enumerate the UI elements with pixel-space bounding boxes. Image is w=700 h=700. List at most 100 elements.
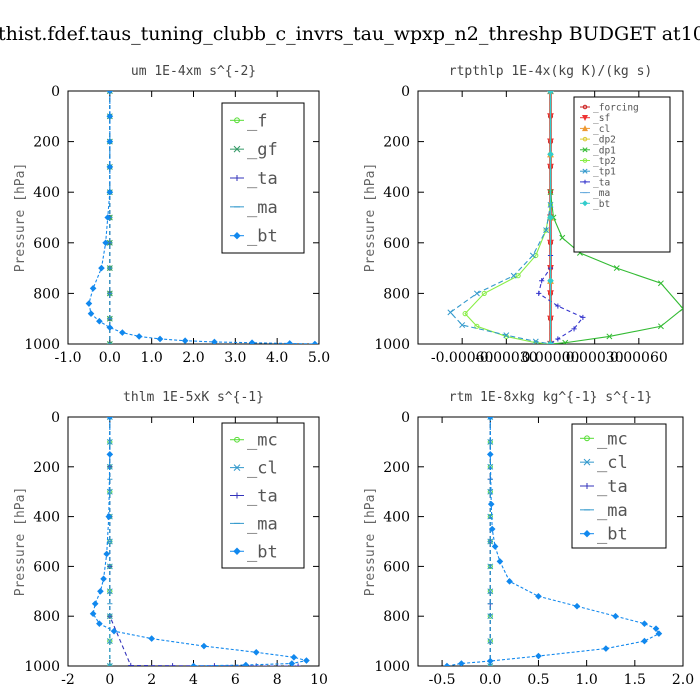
chart-title: thlm 1E-5xK s^{-1} xyxy=(123,390,264,405)
data-point xyxy=(510,272,517,279)
legend-marker xyxy=(233,145,241,153)
data-point xyxy=(135,333,143,340)
data-point xyxy=(547,91,554,95)
data-point xyxy=(252,648,260,656)
data-point xyxy=(459,322,466,328)
data-point xyxy=(503,332,510,339)
data-point xyxy=(547,91,554,94)
data-point xyxy=(543,227,550,234)
data-point xyxy=(443,662,451,666)
legend: _mc _cl _ta _ma _bt xyxy=(571,423,667,549)
data-point xyxy=(535,652,542,660)
data-point xyxy=(104,214,112,221)
data-point xyxy=(110,627,118,635)
data-point xyxy=(506,578,513,585)
data-point xyxy=(458,660,465,666)
legend-label: _mc xyxy=(597,429,628,449)
x-tick-label: 4 xyxy=(189,672,198,688)
legend-label: _ma xyxy=(247,514,278,534)
legend-marker xyxy=(582,179,588,185)
y-tick-label: 200 xyxy=(33,460,60,476)
data-point xyxy=(100,575,107,583)
data-point xyxy=(612,612,619,620)
y-axis-label: Pressure [hPa] xyxy=(363,487,378,597)
data-point xyxy=(156,335,164,343)
y-tick-label: 0 xyxy=(51,410,60,426)
data-point xyxy=(533,252,539,259)
data-point xyxy=(555,336,561,342)
data-point xyxy=(562,339,569,344)
data-point xyxy=(487,588,494,595)
x-tick-label: -0.00030 xyxy=(475,350,538,366)
legend-label: _ta xyxy=(593,177,610,188)
series-group xyxy=(85,91,319,344)
data-point xyxy=(559,234,566,241)
data-point xyxy=(486,417,494,421)
legend-marker xyxy=(583,458,591,466)
chart-panel-4: rtm 1E-8xkg kg^{-1} s^{-1} Pressure [hPa]… xyxy=(363,390,694,688)
legend-label: _ma xyxy=(593,188,610,199)
y-tick-label: 400 xyxy=(33,510,60,526)
series-line-ta xyxy=(109,417,299,666)
legend-label: _sf xyxy=(593,113,610,124)
y-tick-label: 800 xyxy=(33,286,60,302)
legend-label: _tp2 xyxy=(593,156,616,167)
data-point xyxy=(496,558,504,565)
legend-label: _bt xyxy=(247,542,278,562)
legend-marker xyxy=(234,117,240,124)
chart-title: rtpthlp 1E-4x(kg K)/(kg s) xyxy=(449,64,653,79)
data-point xyxy=(242,661,250,666)
data-point xyxy=(529,252,536,259)
data-point xyxy=(613,265,620,272)
chart-panel-2: rtpthlp 1E-4x(kg K)/(kg s) Pressure [hPa]… xyxy=(363,64,684,366)
data-point xyxy=(491,543,499,550)
y-tick-label: 400 xyxy=(383,510,410,526)
legend-marker xyxy=(233,464,241,471)
data-point xyxy=(547,340,554,344)
data-point xyxy=(535,592,542,600)
data-point xyxy=(571,326,577,332)
y-tick-label: 1000 xyxy=(24,659,60,675)
y-tick-label: 1000 xyxy=(24,337,60,353)
legend-label: _tp1 xyxy=(593,167,616,178)
data-point xyxy=(89,285,97,292)
series-group xyxy=(89,417,310,666)
x-tick-label: 6 xyxy=(231,672,240,688)
data-point xyxy=(103,550,111,558)
y-axis-label: Pressure [hPa] xyxy=(13,163,28,273)
legend-box xyxy=(221,422,305,569)
data-point xyxy=(106,488,113,495)
x-tick-label: -2 xyxy=(61,672,75,688)
data-point xyxy=(96,620,103,627)
legend-marker xyxy=(582,200,588,207)
data-point xyxy=(181,337,189,344)
x-tick-label: 2.0 xyxy=(672,672,694,688)
legend: _f _gf _ta _ma _bt xyxy=(221,102,305,254)
data-point xyxy=(288,660,296,666)
data-point xyxy=(105,513,113,520)
legend-label: _ta xyxy=(247,169,278,189)
x-tick-label: 2.0 xyxy=(182,350,204,366)
x-tick-label: 2 xyxy=(147,672,156,688)
x-tick-label: 0 xyxy=(105,672,114,688)
data-point xyxy=(547,150,554,158)
data-point xyxy=(89,610,97,618)
data-point xyxy=(106,91,113,94)
x-tick-label: 0.00030 xyxy=(566,350,624,366)
plot-frame xyxy=(417,416,684,667)
data-point xyxy=(652,625,660,632)
legend-marker xyxy=(233,547,241,555)
data-point xyxy=(573,602,581,610)
data-point xyxy=(106,341,113,344)
data-point xyxy=(106,324,114,331)
data-point xyxy=(515,273,521,279)
legend-label: _ma xyxy=(597,501,628,521)
y-tick-label: 800 xyxy=(33,609,60,625)
data-point xyxy=(303,657,310,664)
x-tick-label: 0.0 xyxy=(479,672,501,688)
data-point xyxy=(488,525,496,533)
data-point xyxy=(657,280,664,287)
legend-box xyxy=(573,96,671,253)
data-point xyxy=(447,309,454,316)
